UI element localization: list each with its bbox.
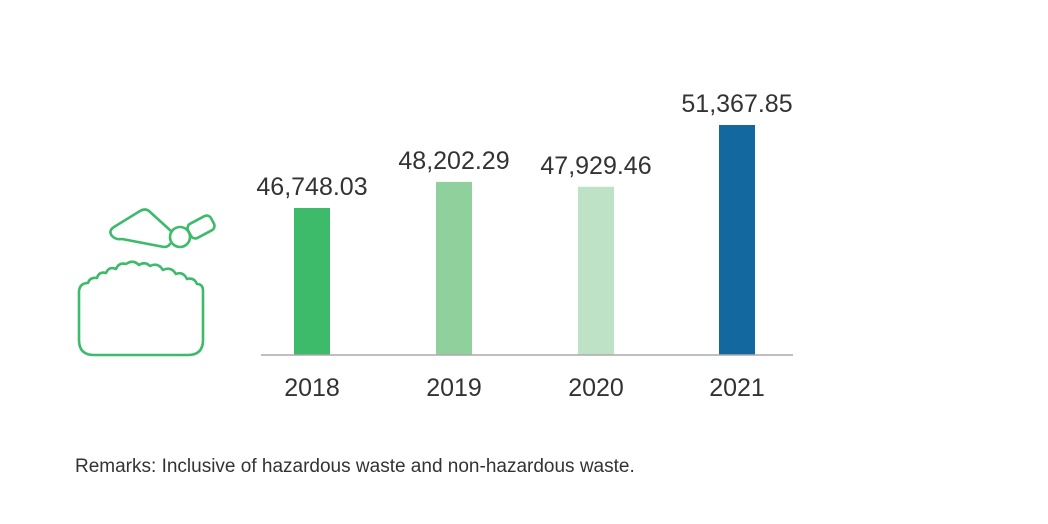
x-tick-labels-group: 2018 2019 2020 2021 <box>284 374 765 402</box>
bar-2018 <box>294 208 330 355</box>
bars-group <box>294 125 755 355</box>
value-labels-group: 46,748.03 48,202.29 47,929.46 51,367.85 <box>256 90 792 201</box>
bar-2019 <box>436 181 472 355</box>
value-label-2021: 51,367.85 <box>681 90 792 118</box>
waste-bag-icon <box>77 208 216 357</box>
bar-2021 <box>719 125 755 355</box>
x-tick-label-2020: 2020 <box>568 374 624 402</box>
value-label-2019: 48,202.29 <box>398 147 509 175</box>
x-tick-label-2018: 2018 <box>284 374 340 402</box>
x-tick-label-2019: 2019 <box>426 374 482 402</box>
x-tick-label-2021: 2021 <box>709 374 765 402</box>
bar-2020 <box>578 186 614 355</box>
scoop-ring-icon <box>168 225 192 249</box>
value-label-2020: 47,929.46 <box>540 152 651 180</box>
scoop-blade-icon <box>109 208 173 249</box>
value-label-2018: 46,748.03 <box>256 173 367 201</box>
remarks-note: Remarks: Inclusive of hazardous waste an… <box>75 456 635 477</box>
bag-body-icon <box>77 260 205 357</box>
